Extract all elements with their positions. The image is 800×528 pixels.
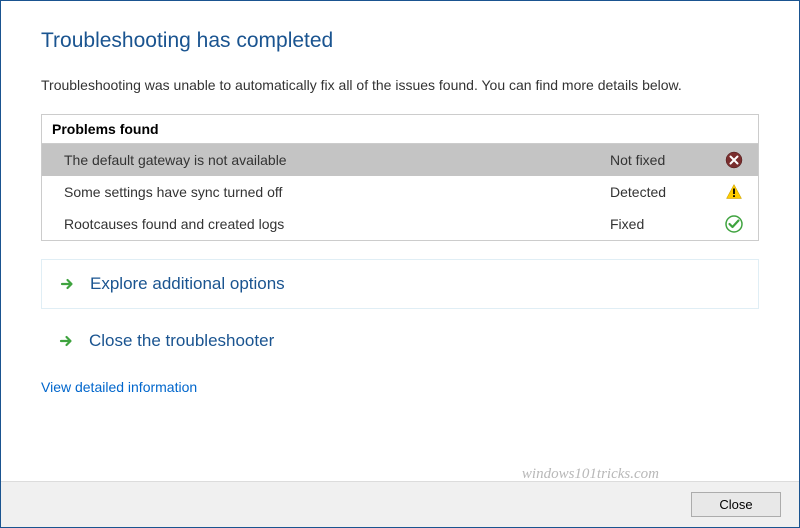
problem-label: Rootcauses found and created logs [64, 216, 610, 232]
explore-options-button[interactable]: Explore additional options [41, 259, 759, 309]
success-icon [724, 214, 744, 234]
problems-header: Problems found [42, 115, 758, 144]
table-row[interactable]: Some settings have sync turned off Detec… [42, 176, 758, 208]
problem-label: The default gateway is not available [64, 152, 610, 168]
dialog-content: Troubleshooting has completed Troublesho… [1, 1, 799, 481]
page-title: Troubleshooting has completed [41, 29, 759, 53]
explore-options-label: Explore additional options [90, 274, 285, 294]
problem-status: Fixed [610, 216, 710, 232]
table-row[interactable]: Rootcauses found and created logs Fixed [42, 208, 758, 240]
arrow-right-icon [57, 332, 75, 350]
warning-icon [724, 182, 744, 202]
arrow-right-icon [58, 275, 76, 293]
problem-status: Not fixed [610, 152, 710, 168]
close-troubleshooter-button[interactable]: Close the troubleshooter [41, 321, 759, 361]
description-text: Troubleshooting was unable to automatica… [41, 75, 759, 96]
troubleshooter-dialog: Troubleshooting has completed Troublesho… [0, 0, 800, 528]
table-row[interactable]: The default gateway is not available Not… [42, 144, 758, 176]
close-troubleshooter-label: Close the troubleshooter [89, 331, 274, 351]
watermark-text: windows101tricks.com [522, 466, 659, 483]
dialog-footer: windows101tricks.com Close [1, 481, 799, 527]
problem-label: Some settings have sync turned off [64, 184, 610, 200]
close-button[interactable]: Close [691, 492, 781, 517]
problems-table: Problems found The default gateway is no… [41, 114, 759, 241]
view-details-link[interactable]: View detailed information [41, 379, 197, 395]
problem-status: Detected [610, 184, 710, 200]
error-icon [724, 150, 744, 170]
